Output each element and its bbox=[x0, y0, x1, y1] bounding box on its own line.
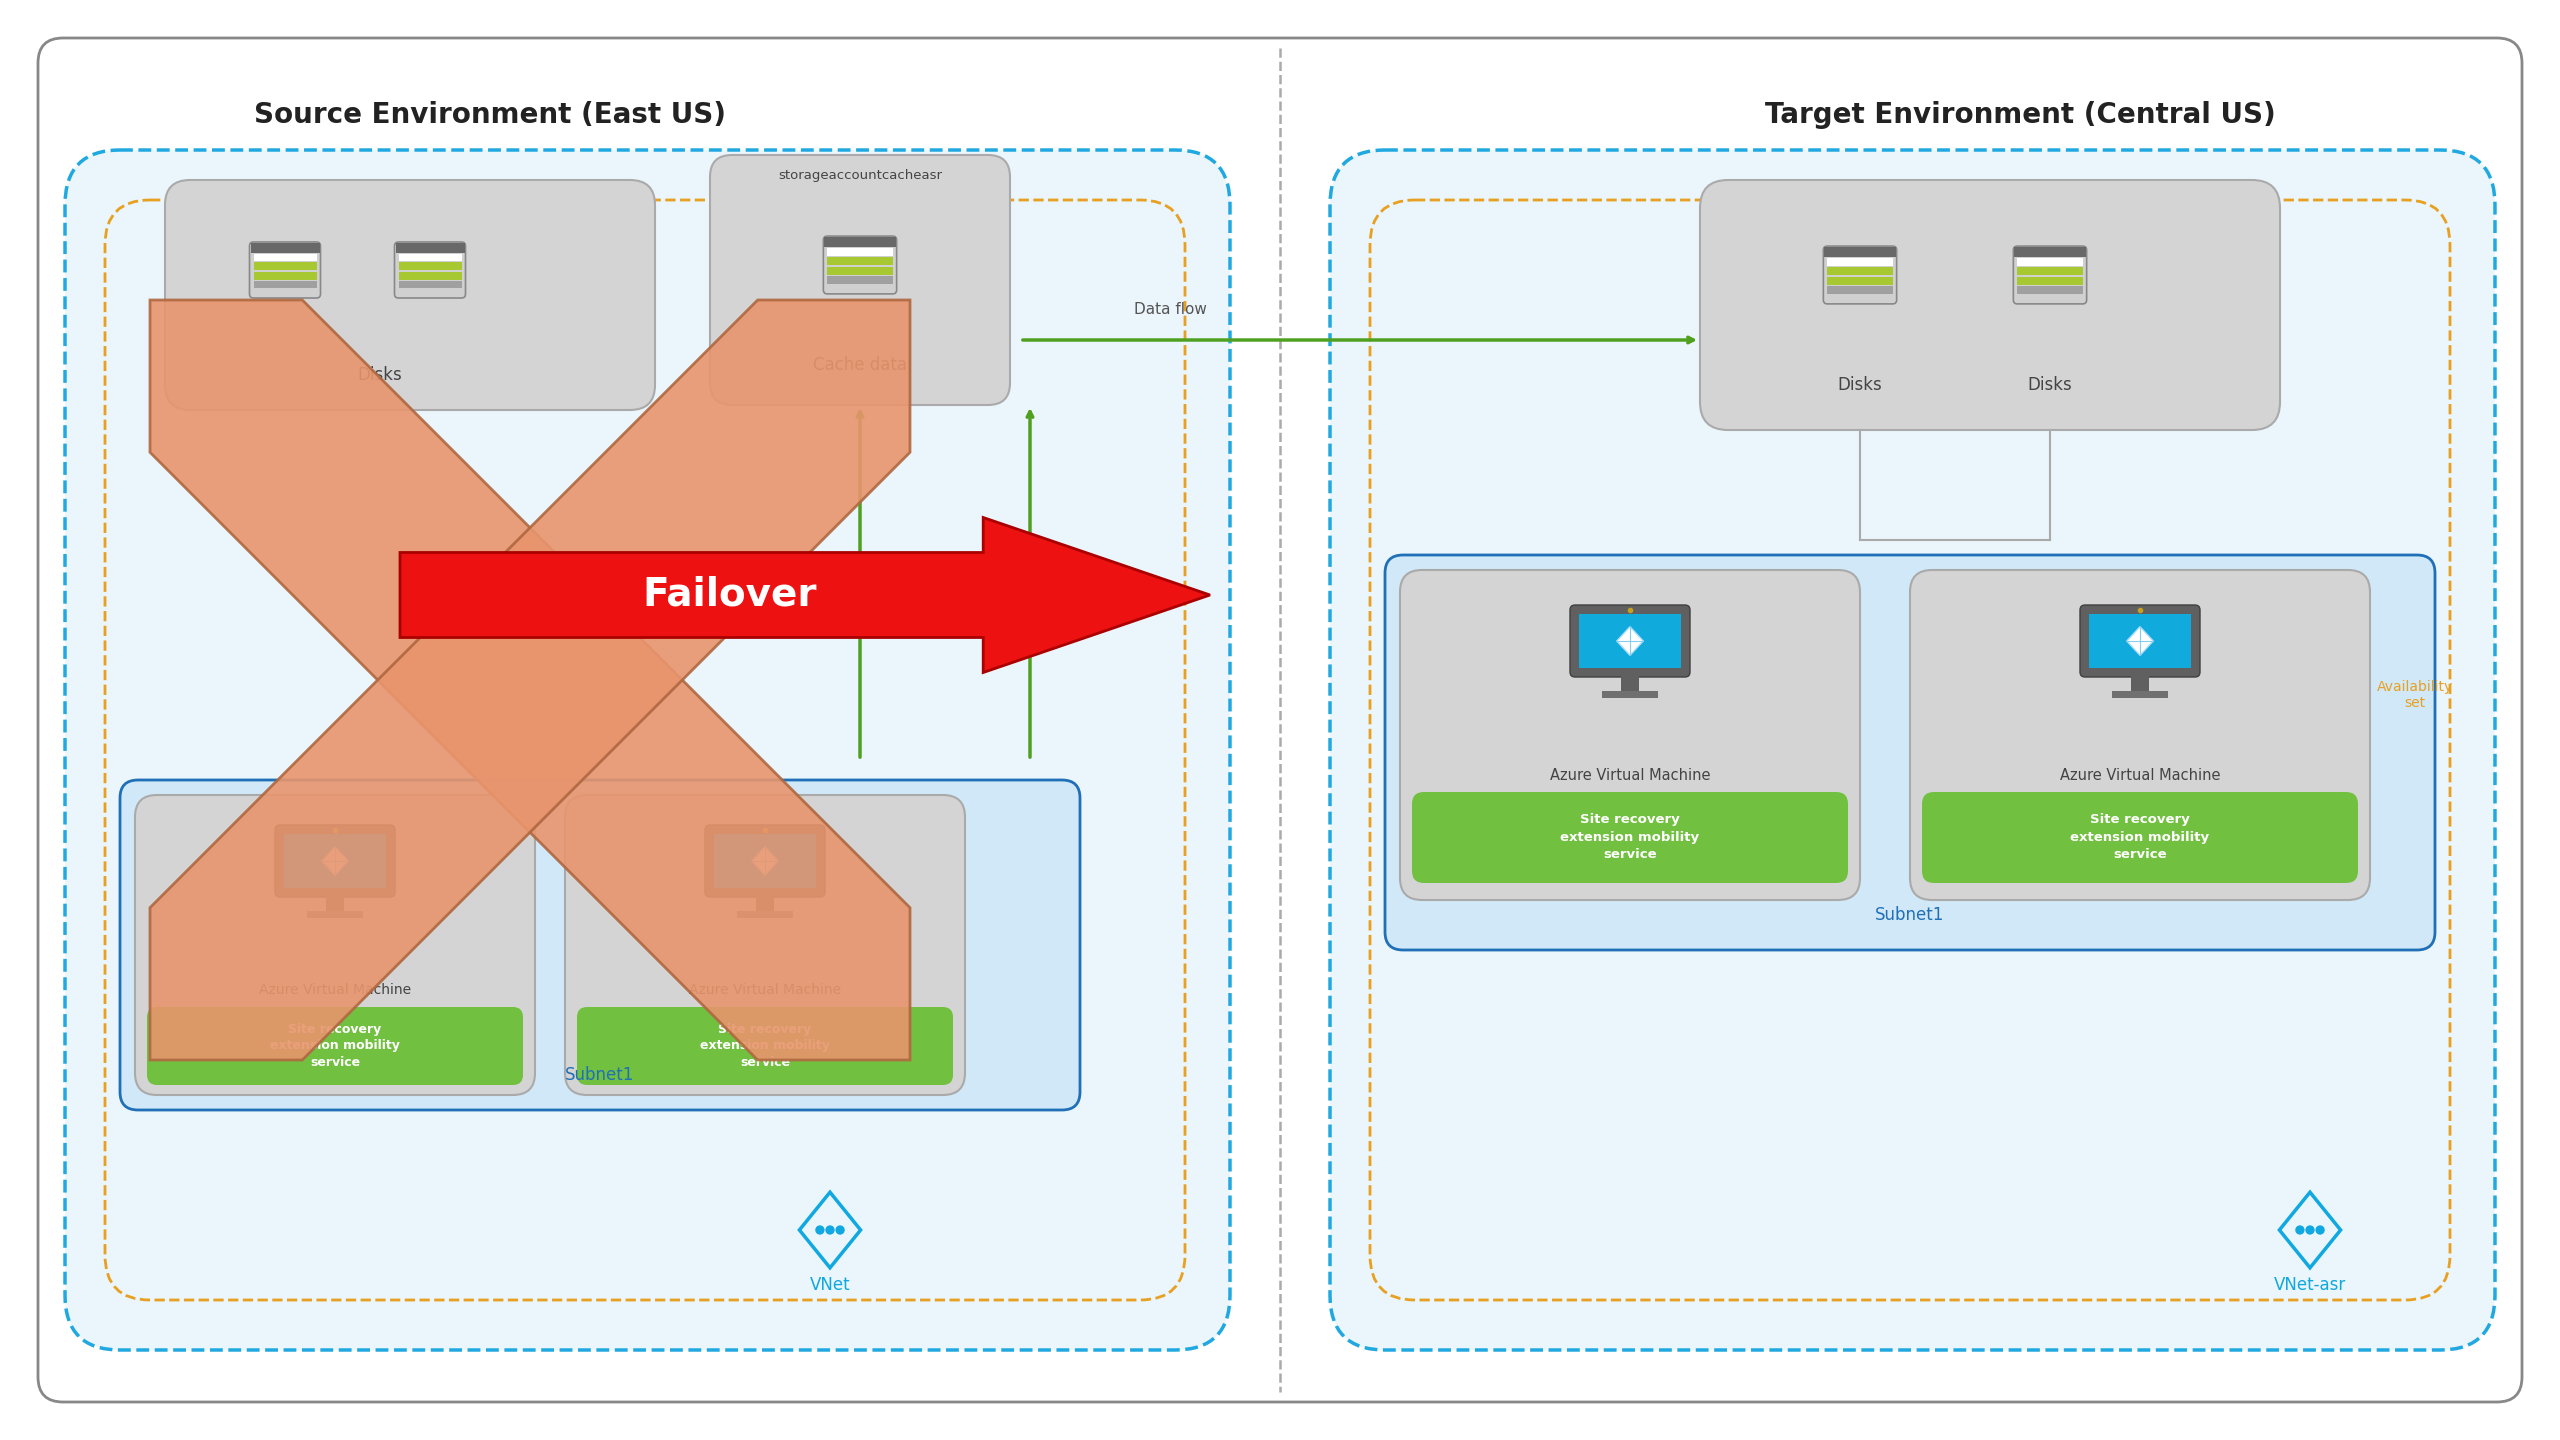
Text: VNet: VNet bbox=[809, 1276, 850, 1295]
Circle shape bbox=[2317, 1225, 2324, 1234]
Bar bbox=[1828, 278, 1892, 285]
Text: Azure Virtual Machine: Azure Virtual Machine bbox=[689, 984, 842, 996]
Polygon shape bbox=[1618, 626, 1644, 655]
Text: VNet-asr: VNet-asr bbox=[2273, 1276, 2345, 1295]
FancyBboxPatch shape bbox=[1331, 150, 2496, 1351]
Bar bbox=[824, 238, 896, 248]
Bar bbox=[399, 272, 461, 279]
Bar bbox=[325, 896, 343, 912]
Bar bbox=[2017, 278, 2084, 285]
Polygon shape bbox=[399, 517, 1211, 672]
FancyBboxPatch shape bbox=[248, 242, 320, 298]
Bar bbox=[307, 912, 364, 919]
FancyBboxPatch shape bbox=[38, 37, 2522, 1403]
Text: Data flow: Data flow bbox=[993, 612, 1068, 628]
FancyBboxPatch shape bbox=[1413, 792, 1848, 883]
Bar bbox=[2130, 675, 2148, 691]
Bar bbox=[1580, 615, 1682, 668]
Bar bbox=[2015, 248, 2086, 258]
FancyBboxPatch shape bbox=[576, 1007, 952, 1084]
Bar bbox=[1603, 691, 1659, 698]
FancyBboxPatch shape bbox=[1400, 570, 1861, 900]
FancyBboxPatch shape bbox=[136, 795, 535, 1094]
Bar bbox=[2089, 615, 2191, 668]
FancyBboxPatch shape bbox=[146, 1007, 522, 1084]
FancyBboxPatch shape bbox=[120, 780, 1080, 1110]
Text: Site recovery
extension mobility
service: Site recovery extension mobility service bbox=[699, 1022, 829, 1068]
Circle shape bbox=[827, 1225, 835, 1234]
Polygon shape bbox=[151, 300, 909, 1060]
Bar bbox=[1828, 287, 1892, 294]
Bar bbox=[2112, 691, 2168, 698]
Text: Source Environment (East US): Source Environment (East US) bbox=[253, 101, 727, 130]
Text: Availability
set: Availability set bbox=[2376, 680, 2452, 710]
FancyBboxPatch shape bbox=[394, 242, 466, 298]
Bar bbox=[827, 258, 893, 265]
FancyBboxPatch shape bbox=[704, 825, 824, 897]
Text: Disks: Disks bbox=[1838, 376, 1882, 395]
FancyBboxPatch shape bbox=[64, 150, 1229, 1351]
Text: Azure Virtual Machine: Azure Virtual Machine bbox=[2061, 768, 2220, 782]
Polygon shape bbox=[753, 847, 778, 876]
Bar bbox=[755, 896, 773, 912]
Bar bbox=[251, 243, 320, 253]
Bar bbox=[1825, 248, 1894, 258]
Text: Azure Virtual Machine: Azure Virtual Machine bbox=[1549, 768, 1710, 782]
Circle shape bbox=[837, 1225, 845, 1234]
Polygon shape bbox=[151, 300, 909, 1060]
Bar bbox=[399, 253, 461, 261]
Text: Data flow: Data flow bbox=[1134, 302, 1206, 317]
Bar bbox=[2017, 258, 2084, 266]
FancyBboxPatch shape bbox=[709, 156, 1011, 405]
Polygon shape bbox=[2127, 626, 2153, 655]
FancyBboxPatch shape bbox=[1923, 792, 2358, 883]
Bar bbox=[1828, 258, 1892, 266]
FancyBboxPatch shape bbox=[2012, 246, 2086, 304]
Text: storageaccountcacheasr: storageaccountcacheasr bbox=[778, 168, 942, 181]
FancyBboxPatch shape bbox=[566, 795, 965, 1094]
Text: Site recovery
extension mobility
service: Site recovery extension mobility service bbox=[269, 1022, 399, 1068]
Text: Site recovery
extension mobility
service: Site recovery extension mobility service bbox=[1562, 814, 1700, 861]
Bar bbox=[284, 835, 387, 887]
Text: Site recovery
extension mobility
service: Site recovery extension mobility service bbox=[2071, 814, 2209, 861]
Text: Failover: Failover bbox=[643, 576, 817, 613]
Circle shape bbox=[2307, 1225, 2314, 1234]
Text: Subnet1: Subnet1 bbox=[566, 1066, 635, 1084]
Text: Disks: Disks bbox=[358, 366, 402, 384]
Bar bbox=[714, 835, 817, 887]
Text: Disks: Disks bbox=[2028, 376, 2074, 395]
Bar bbox=[827, 276, 893, 284]
Bar bbox=[394, 243, 463, 253]
Bar bbox=[253, 272, 317, 279]
Bar bbox=[253, 253, 317, 261]
FancyBboxPatch shape bbox=[1569, 605, 1690, 677]
FancyBboxPatch shape bbox=[1385, 554, 2435, 950]
Circle shape bbox=[2296, 1225, 2304, 1234]
Text: Target Environment (Central US): Target Environment (Central US) bbox=[1764, 101, 2276, 130]
Polygon shape bbox=[323, 847, 348, 876]
Bar bbox=[399, 262, 461, 271]
Text: Cache data: Cache data bbox=[814, 356, 906, 374]
FancyBboxPatch shape bbox=[2079, 605, 2199, 677]
FancyBboxPatch shape bbox=[1910, 570, 2371, 900]
Circle shape bbox=[817, 1225, 824, 1234]
Bar bbox=[827, 248, 893, 256]
Bar bbox=[253, 262, 317, 271]
FancyBboxPatch shape bbox=[824, 236, 896, 294]
Bar bbox=[2017, 268, 2084, 275]
FancyBboxPatch shape bbox=[164, 180, 655, 410]
Bar bbox=[827, 268, 893, 275]
FancyBboxPatch shape bbox=[274, 825, 394, 897]
Bar bbox=[737, 912, 794, 919]
Bar bbox=[399, 281, 461, 288]
FancyBboxPatch shape bbox=[1700, 180, 2281, 431]
Bar bbox=[253, 281, 317, 288]
FancyBboxPatch shape bbox=[1823, 246, 1897, 304]
Text: Azure Virtual Machine: Azure Virtual Machine bbox=[259, 984, 412, 996]
Bar bbox=[2017, 287, 2084, 294]
Bar bbox=[1620, 675, 1638, 691]
Text: Subnet1: Subnet1 bbox=[1876, 906, 1946, 924]
Bar bbox=[1828, 268, 1892, 275]
